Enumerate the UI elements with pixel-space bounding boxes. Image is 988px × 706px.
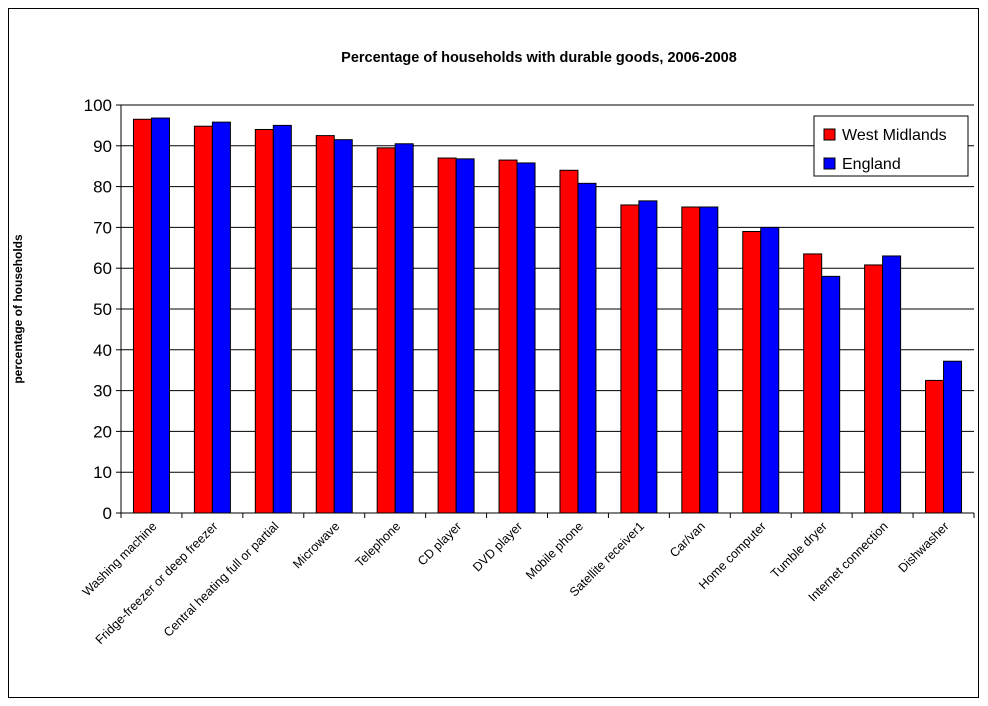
bar-west-midlands [742, 230, 762, 514]
y-tick-label: 30 [93, 382, 112, 401]
bar-west-midlands [315, 135, 335, 514]
bar-chart: Percentage of households with durable go… [11, 50, 975, 647]
bar-west-midlands [254, 128, 274, 514]
bar-england [516, 162, 536, 514]
legend-box [813, 115, 969, 177]
y-tick-label: 50 [93, 300, 112, 319]
x-tick-label: Mobile phone [523, 519, 586, 582]
bar-west-midlands [498, 159, 518, 514]
x-tick-label: Telephone [353, 519, 404, 570]
bar-west-midlands [620, 204, 640, 514]
bar-west-midlands [132, 118, 152, 514]
bar-west-midlands [376, 147, 396, 514]
bar-england [943, 360, 963, 514]
bar-england [394, 143, 414, 514]
x-tick-label: Dishwasher [896, 519, 952, 575]
y-tick-label: 100 [84, 96, 112, 115]
legend-label: West Midlands [842, 127, 947, 144]
bar-west-midlands [681, 206, 701, 514]
bar-west-midlands [193, 125, 213, 514]
bar-england [699, 206, 719, 514]
bar-england [821, 275, 841, 514]
bar-england [882, 255, 902, 514]
x-tick-label: Home computer [696, 519, 769, 592]
x-tick-label: Fridge-freezer or deep freezer [93, 519, 221, 647]
x-tick-label: DVD player [470, 519, 525, 574]
legend: West Midlands England [813, 115, 969, 177]
legend-swatch [823, 128, 836, 141]
bar-west-midlands [864, 264, 884, 514]
y-tick-label: 60 [93, 259, 112, 278]
legend-swatch [823, 157, 836, 170]
x-tick-label: Central heating full or partial [161, 519, 281, 639]
bar-england [760, 226, 780, 514]
bar-england [272, 124, 292, 514]
bar-west-midlands [559, 169, 579, 514]
bar-west-midlands [803, 253, 823, 514]
y-tick-label: 70 [93, 218, 112, 237]
y-tick-label: 90 [93, 137, 112, 156]
bar-west-midlands [925, 379, 945, 514]
chart-frame: Percentage of households with durable go… [8, 8, 979, 698]
bar-west-midlands [437, 157, 457, 514]
bar-england [333, 139, 353, 514]
bar-england [577, 182, 597, 514]
y-tick-label: 0 [103, 504, 112, 523]
x-tick-label: Car/van [667, 519, 708, 560]
y-tick-label: 40 [93, 341, 112, 360]
chart-title: Percentage of households with durable go… [341, 50, 737, 66]
x-tick-label: Tumble dryer [768, 519, 830, 581]
bar-england [455, 158, 475, 514]
y-tick-label: 20 [93, 422, 112, 441]
y-tick-label: 10 [93, 463, 112, 482]
x-tick-label: CD player [415, 519, 464, 568]
legend-label: England [842, 156, 901, 173]
y-axis-label: percentage of households [11, 234, 25, 384]
bar-england [638, 200, 658, 514]
bar-england [211, 121, 231, 514]
y-tick-label: 80 [93, 178, 112, 197]
bar-england [150, 117, 170, 514]
x-tick-label: Microwave [290, 519, 342, 571]
